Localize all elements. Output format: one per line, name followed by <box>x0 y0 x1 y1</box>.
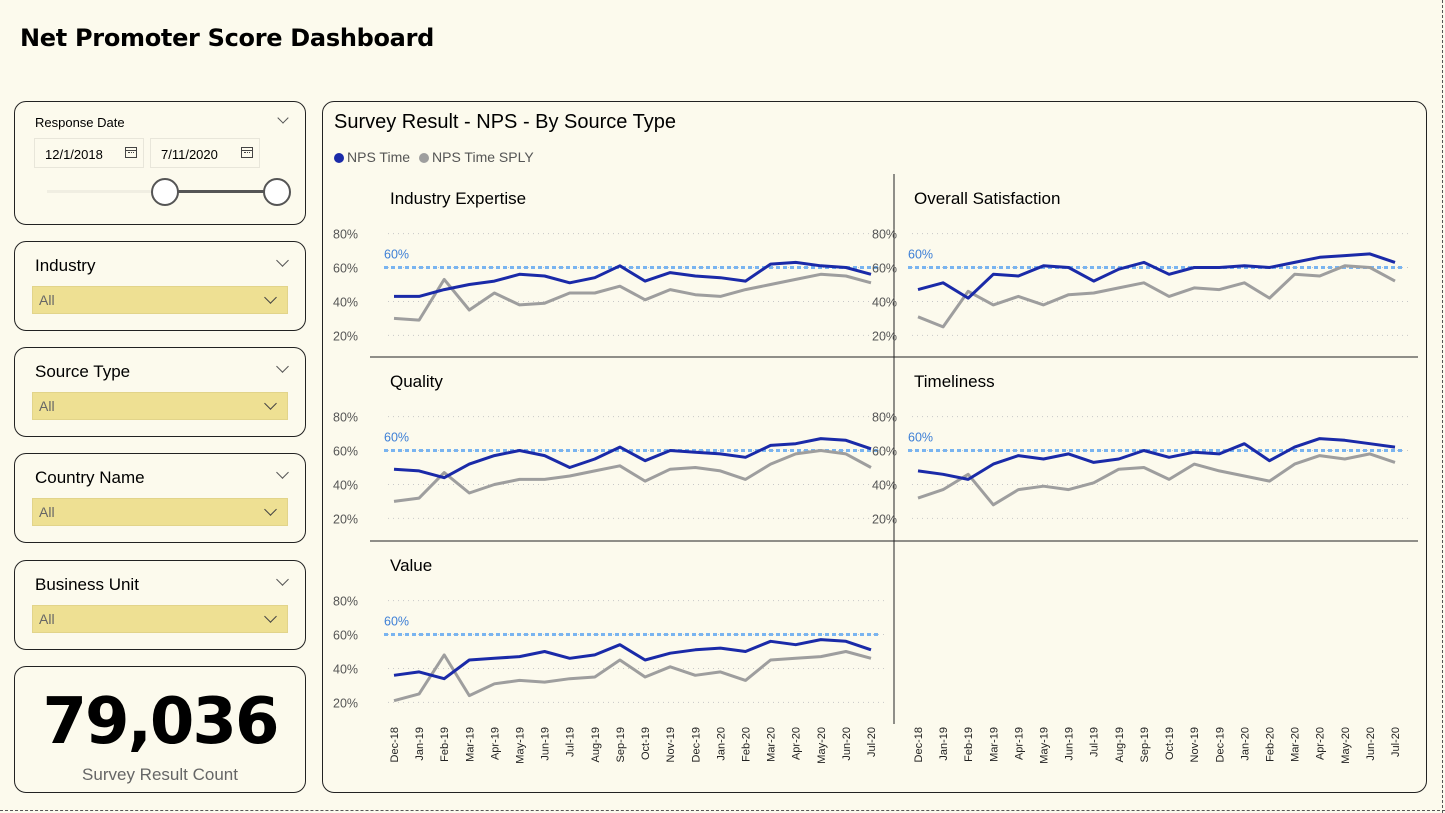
legend-label: NPS Time <box>347 149 411 165</box>
legend-label: NPS Time SPLY <box>432 149 534 165</box>
legend-dot-icon <box>334 153 344 163</box>
response-date-title: Response Date <box>35 115 125 130</box>
chevron-down-icon[interactable] <box>264 503 277 516</box>
source-type-title: Source Type <box>35 362 131 381</box>
response-date-slicer: Response Date 12/1/2018 7/11/2020 <box>14 101 306 225</box>
kpi-card: 79,036 Survey Result Count <box>14 666 306 793</box>
nps-chart-card: Survey Result - NPS - By Source Type NPS… <box>322 101 1427 793</box>
business-unit-dropdown[interactable]: All <box>32 605 288 633</box>
start-date-input[interactable]: 12/1/2018 <box>34 138 144 168</box>
industry-dropdown[interactable]: All <box>32 286 288 314</box>
chevron-down-icon[interactable] <box>276 466 289 479</box>
survey-count-label: Survey Result Count <box>82 765 238 784</box>
country-title: Country Name <box>35 468 145 487</box>
industry-selected-value: All <box>39 292 55 308</box>
country-slicer: Country Name All <box>14 453 306 543</box>
calendar-icon[interactable] <box>125 147 137 158</box>
chevron-down-icon[interactable] <box>264 610 277 623</box>
survey-count-value: 79,036 <box>42 685 280 759</box>
business-unit-slicer: Business Unit All <box>14 560 306 650</box>
date-range-selected <box>163 190 277 193</box>
source-type-slicer: Source Type All <box>14 347 306 437</box>
business-unit-selected-value: All <box>39 611 55 627</box>
page-title: Net Promoter Score Dashboard <box>20 24 434 52</box>
country-selected-value: All <box>39 504 55 520</box>
chevron-down-icon[interactable] <box>276 573 289 586</box>
range-start-handle[interactable] <box>151 178 179 206</box>
start-date-value: 12/1/2018 <box>45 147 103 162</box>
business-unit-title: Business Unit <box>35 575 139 594</box>
chevron-down-icon[interactable] <box>277 112 289 124</box>
end-date-input[interactable]: 7/11/2020 <box>150 138 260 168</box>
country-dropdown[interactable]: All <box>32 498 288 526</box>
source-type-dropdown[interactable]: All <box>32 392 288 420</box>
industry-slicer: Industry All <box>14 241 306 331</box>
legend-dot-icon <box>419 153 429 163</box>
chart-title: Survey Result - NPS - By Source Type <box>334 111 676 133</box>
industry-title: Industry <box>35 256 96 275</box>
legend-item-nps-time[interactable]: NPS Time <box>334 149 410 165</box>
calendar-icon[interactable] <box>241 147 253 158</box>
source-type-selected-value: All <box>39 398 55 414</box>
legend-item-nps-time-sply[interactable]: NPS Time SPLY <box>419 149 534 165</box>
chevron-down-icon[interactable] <box>264 291 277 304</box>
chevron-down-icon[interactable] <box>264 397 277 410</box>
range-end-handle[interactable] <box>263 178 291 206</box>
chevron-down-icon[interactable] <box>276 360 289 373</box>
end-date-value: 7/11/2020 <box>161 147 218 162</box>
chevron-down-icon[interactable] <box>276 254 289 267</box>
